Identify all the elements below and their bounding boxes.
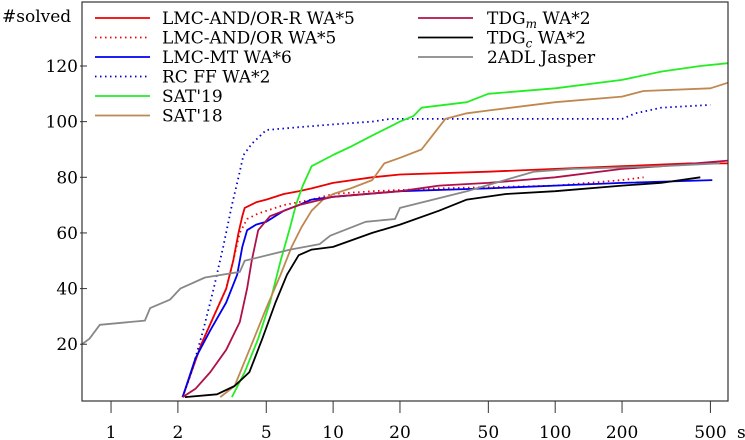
x-tick-label: 5 bbox=[261, 423, 272, 440]
y-tick-label: 60 bbox=[56, 224, 78, 244]
legend-label-2: LMC-MT WA*6 bbox=[162, 48, 292, 68]
plot-frame bbox=[81, 1, 729, 402]
series-line-1 bbox=[181, 176, 644, 398]
x-tick-label: 100 bbox=[539, 423, 571, 440]
y-tick-label: 80 bbox=[56, 168, 78, 188]
legend-label-5: SAT'18 bbox=[162, 107, 223, 127]
y-tick-label: 120 bbox=[46, 57, 78, 77]
legend-label-1: LMC-AND/OR WA*5 bbox=[162, 29, 336, 49]
legend-label-0: LMC-AND/OR-R WA*5 bbox=[162, 9, 355, 29]
series-line-6 bbox=[182, 159, 729, 398]
series-line-0 bbox=[181, 162, 728, 398]
legend-label-3: RC FF WA*2 bbox=[162, 68, 270, 88]
legend-label-6: TDGm WA*2 bbox=[487, 9, 591, 31]
legend-label-7: TDGc WA*2 bbox=[487, 29, 586, 51]
y-axis-label: #solved bbox=[2, 7, 71, 27]
x-tick-label: 500 bbox=[694, 423, 726, 440]
series-line-8 bbox=[81, 162, 720, 345]
x-tick-label: 2 bbox=[172, 423, 183, 440]
legend-label-4: SAT'19 bbox=[162, 87, 223, 107]
series-line-2 bbox=[181, 179, 713, 398]
y-tick-label: 100 bbox=[46, 113, 78, 133]
series-line-5 bbox=[219, 81, 729, 398]
x-tick-label: 50 bbox=[478, 423, 500, 440]
x-tick-label: 1 bbox=[106, 423, 117, 440]
series-line-3 bbox=[181, 104, 711, 398]
series-line-4 bbox=[231, 62, 729, 398]
y-tick-label: 40 bbox=[56, 280, 78, 300]
series-line-7 bbox=[184, 176, 701, 398]
x-tick-label: 20 bbox=[389, 423, 411, 440]
x-tick-label: 200 bbox=[606, 423, 638, 440]
legend-label-8: 2ADL Jasper bbox=[487, 48, 596, 68]
x-tick-label: 10 bbox=[322, 423, 344, 440]
x-axis-unit: sec bbox=[737, 423, 745, 440]
y-tick-label: 20 bbox=[56, 335, 78, 355]
